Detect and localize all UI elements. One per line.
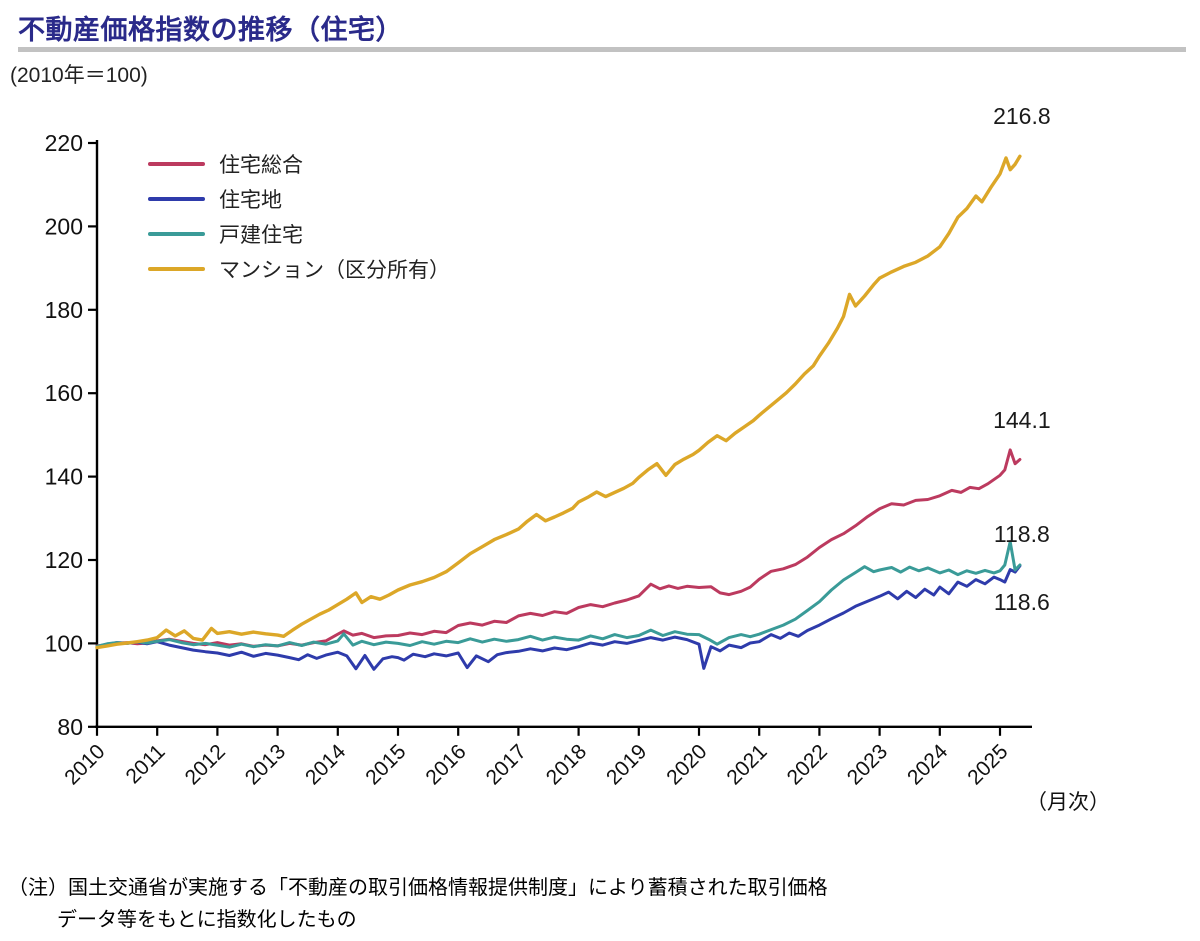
x-tick-label: 2020 — [662, 740, 711, 789]
end-value-label-2: 118.6 — [993, 588, 1050, 615]
x-tick-label: 2014 — [301, 740, 351, 790]
chart-legend: 住宅総合住宅地戸建住宅マンション（区分所有） — [148, 146, 450, 286]
end-value-label-1: 144.1 — [993, 406, 1051, 433]
y-tick-label: 180 — [45, 297, 83, 323]
x-tick-label: 2017 — [482, 740, 531, 789]
y-tick-label: 120 — [45, 547, 83, 573]
footnote: （注）国土交通省が実施する「不動産の取引価格情報提供制度」により蓄積された取引価… — [8, 872, 828, 936]
y-tick-label: 200 — [45, 213, 83, 239]
x-tick-label: 2019 — [602, 740, 651, 789]
x-tick-label: 2018 — [542, 740, 591, 789]
x-tick-label: 2021 — [722, 740, 771, 789]
legend-item-4: マンション（区分所有） — [148, 251, 450, 286]
x-tick-label: 2025 — [963, 740, 1012, 789]
page-title: 不動産価格指数の推移（住宅） — [18, 15, 403, 45]
legend-swatch-icon — [148, 196, 205, 201]
y-tick-label: 220 — [45, 130, 83, 156]
footnote-line-1: （注）国土交通省が実施する「不動産の取引価格情報提供制度」により蓄積された取引価… — [8, 877, 828, 899]
series-line-2 — [95, 564, 1022, 671]
x-tick-label: 2016 — [421, 740, 470, 789]
series-line-4 — [95, 154, 1022, 650]
legend-swatch-icon — [148, 266, 205, 271]
legend-label: 戸建住宅 — [219, 223, 303, 247]
legend-swatch-icon — [148, 161, 205, 166]
legend-item-1: 住宅総合 — [148, 146, 450, 181]
x-tick-label: 2022 — [783, 740, 832, 789]
x-tick-label: 2024 — [903, 740, 953, 790]
x-axis-unit-label: （月次） — [1026, 791, 1110, 814]
legend-label: 住宅地 — [219, 188, 282, 212]
y-tick-label: 160 — [45, 380, 83, 406]
x-tick-label: 2013 — [241, 740, 290, 789]
title-underline — [18, 47, 1186, 52]
y-tick-label: 80 — [57, 714, 83, 740]
end-value-label-3: 118.8 — [993, 521, 1050, 547]
legend-item-3: 戸建住宅 — [148, 216, 450, 251]
y-tick-label: 140 — [45, 464, 83, 490]
index-base-note: (2010年＝100) — [10, 64, 148, 87]
legend-label: 住宅総合 — [219, 153, 303, 177]
x-tick-label: 2011 — [122, 740, 170, 788]
y-tick-label: 100 — [45, 630, 83, 656]
footnote-line-2: データ等をもとに指数化したもの — [57, 909, 357, 931]
legend-item-2: 住宅地 — [148, 181, 450, 216]
x-tick-label: 2012 — [181, 740, 230, 789]
series-line-1 — [95, 448, 1022, 648]
legend-label: マンション（区分所有） — [219, 258, 450, 282]
series-line-3 — [95, 540, 1022, 649]
x-tick-label: 2023 — [843, 740, 892, 789]
x-tick-label: 2015 — [361, 740, 410, 789]
x-tick-label: 2010 — [60, 740, 109, 789]
end-value-label-4: 216.8 — [993, 103, 1051, 130]
legend-swatch-icon — [148, 231, 205, 236]
